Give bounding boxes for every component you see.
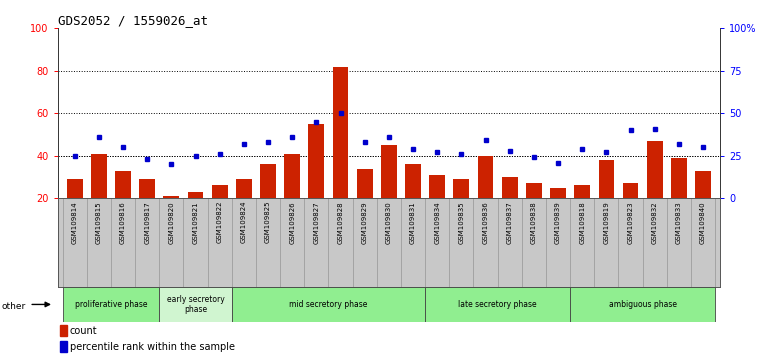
Bar [212, 185, 227, 198]
Text: GSM109818: GSM109818 [579, 201, 585, 244]
Bar [551, 188, 566, 198]
Text: GSM109837: GSM109837 [507, 201, 513, 244]
Text: other: other [2, 302, 25, 311]
Text: mid secretory phase: mid secretory phase [290, 300, 367, 309]
Text: GSM109821: GSM109821 [192, 201, 199, 244]
Bar [333, 67, 348, 198]
Bar [116, 171, 131, 198]
Text: GSM109817: GSM109817 [144, 201, 150, 244]
Bar [188, 192, 203, 198]
Bar [60, 325, 67, 336]
Text: GSM109832: GSM109832 [651, 201, 658, 244]
Bar [477, 156, 494, 198]
Bar [647, 141, 662, 198]
Text: early secretory
phase: early secretory phase [166, 295, 224, 314]
Text: GSM109839: GSM109839 [555, 201, 561, 244]
Bar [60, 341, 67, 353]
Text: percentile rank within the sample: percentile rank within the sample [69, 342, 235, 352]
Bar [570, 287, 715, 322]
Bar [232, 287, 425, 322]
Text: GSM109833: GSM109833 [676, 201, 682, 244]
Bar [671, 158, 687, 198]
Text: GSM109834: GSM109834 [434, 201, 440, 244]
Text: late secretory phase: late secretory phase [458, 300, 537, 309]
Bar [62, 287, 159, 322]
Text: GSM109827: GSM109827 [313, 201, 320, 244]
Text: ambiguous phase: ambiguous phase [608, 300, 677, 309]
Bar [284, 154, 300, 198]
Text: proliferative phase: proliferative phase [75, 300, 147, 309]
Bar [598, 160, 614, 198]
Text: GSM109822: GSM109822 [216, 201, 223, 244]
Bar [574, 185, 590, 198]
Text: GSM109830: GSM109830 [386, 201, 392, 244]
Text: GSM109823: GSM109823 [628, 201, 634, 244]
Bar [159, 287, 232, 322]
Bar [91, 154, 107, 198]
Bar [236, 179, 252, 198]
Text: GSM109814: GSM109814 [72, 201, 78, 244]
Text: GSM109820: GSM109820 [169, 201, 174, 244]
Text: count: count [69, 326, 97, 336]
Bar [695, 171, 711, 198]
Bar [425, 287, 570, 322]
Text: GSM109835: GSM109835 [458, 201, 464, 244]
Bar [502, 177, 517, 198]
Text: GSM109836: GSM109836 [483, 201, 488, 244]
Text: GSM109831: GSM109831 [410, 201, 416, 244]
Text: GSM109815: GSM109815 [95, 201, 102, 244]
Bar [309, 124, 324, 198]
Bar [623, 183, 638, 198]
Bar [526, 183, 542, 198]
Text: GSM109819: GSM109819 [604, 201, 609, 244]
Text: GSM109828: GSM109828 [337, 201, 343, 244]
Text: GSM109825: GSM109825 [265, 201, 271, 244]
Bar [454, 179, 469, 198]
Text: GSM109829: GSM109829 [362, 201, 368, 244]
Bar [139, 179, 155, 198]
Bar [357, 169, 373, 198]
Text: GSM109838: GSM109838 [531, 201, 537, 244]
Bar [381, 145, 397, 198]
Text: GDS2052 / 1559026_at: GDS2052 / 1559026_at [58, 14, 208, 27]
Text: GSM109840: GSM109840 [700, 201, 706, 244]
Bar [430, 175, 445, 198]
Bar [67, 179, 82, 198]
Text: GSM109816: GSM109816 [120, 201, 126, 244]
Bar [163, 196, 179, 198]
Bar [405, 164, 421, 198]
Text: GSM109826: GSM109826 [290, 201, 295, 244]
Text: GSM109824: GSM109824 [241, 201, 247, 244]
Bar [260, 164, 276, 198]
